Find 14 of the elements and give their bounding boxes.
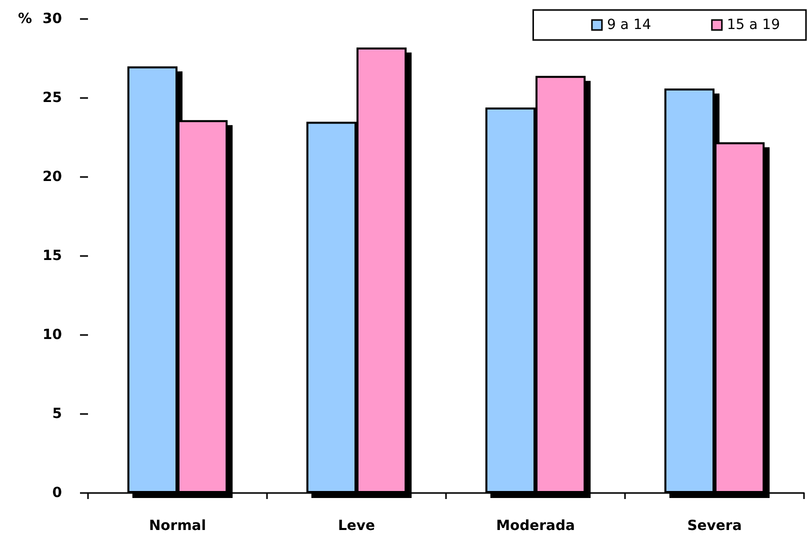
y-tick-label: 10 (42, 327, 62, 343)
x-tick-label: Moderada (496, 518, 575, 534)
x-tick-label: Normal (148, 518, 206, 534)
y-tick-label: 25 (42, 90, 62, 106)
y-tick-label: 20 (42, 169, 62, 185)
y-tick-label: 5 (52, 406, 62, 422)
x-tick-label: Leve (338, 518, 376, 534)
y-tick-label: 30 (42, 11, 62, 27)
x-tick-label: Severa (687, 518, 742, 534)
y-tick-label: 0 (52, 485, 62, 501)
legend-label: 9 a 14 (606, 17, 652, 33)
y-axis-title: % (18, 11, 32, 27)
legend-label: 15 a 19 (726, 17, 780, 33)
y-tick-label: 15 (42, 248, 62, 264)
